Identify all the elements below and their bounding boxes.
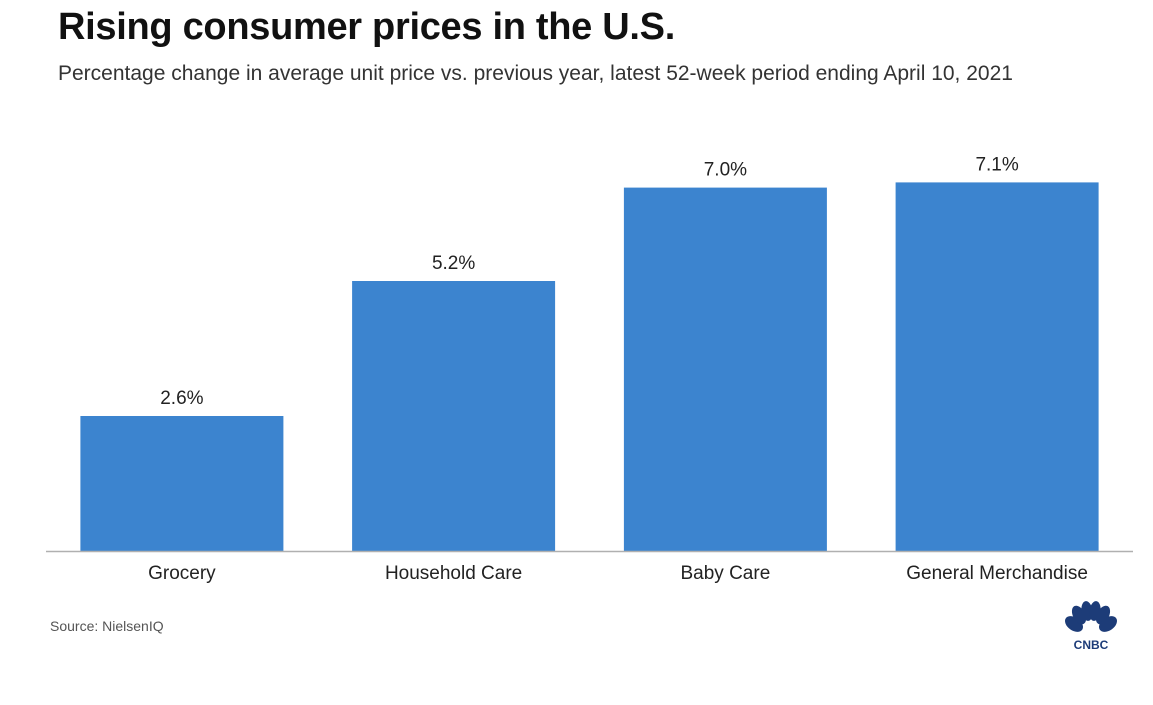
chart-title: Rising consumer prices in the U.S. [58, 6, 675, 48]
value-label-general-merchandise: 7.1% [975, 154, 1018, 175]
bar-household-care [352, 281, 556, 551]
category-label-household-care: Household Care [385, 563, 522, 584]
labels-group: 2.6% Grocery 5.2% Household Care 7.0% Baby Ca… [148, 154, 1088, 584]
category-label-general-merchandise: General Merchandise [906, 563, 1088, 584]
source-note: Source: NielsenIQ [50, 618, 164, 634]
value-label-grocery: 2.6% [160, 388, 203, 409]
bars-group [80, 182, 1099, 551]
bar-grocery [80, 416, 284, 551]
bar-general-merchandise [895, 182, 1099, 551]
bar-chart: 2.6% Grocery 5.2% Household Care 7.0% Baby Ca… [46, 154, 1133, 584]
cnbc-peacock-logo-icon: CNBC [1064, 601, 1118, 652]
category-label-grocery: Grocery [148, 563, 216, 584]
category-label-baby-care: Baby Care [681, 563, 771, 584]
value-label-baby-care: 7.0% [704, 160, 747, 181]
svg-text:CNBC: CNBC [1074, 638, 1109, 652]
chart-subtitle: Percentage change in average unit price … [58, 62, 1013, 85]
value-label-household-care: 5.2% [432, 253, 475, 274]
bar-baby-care [623, 187, 827, 551]
